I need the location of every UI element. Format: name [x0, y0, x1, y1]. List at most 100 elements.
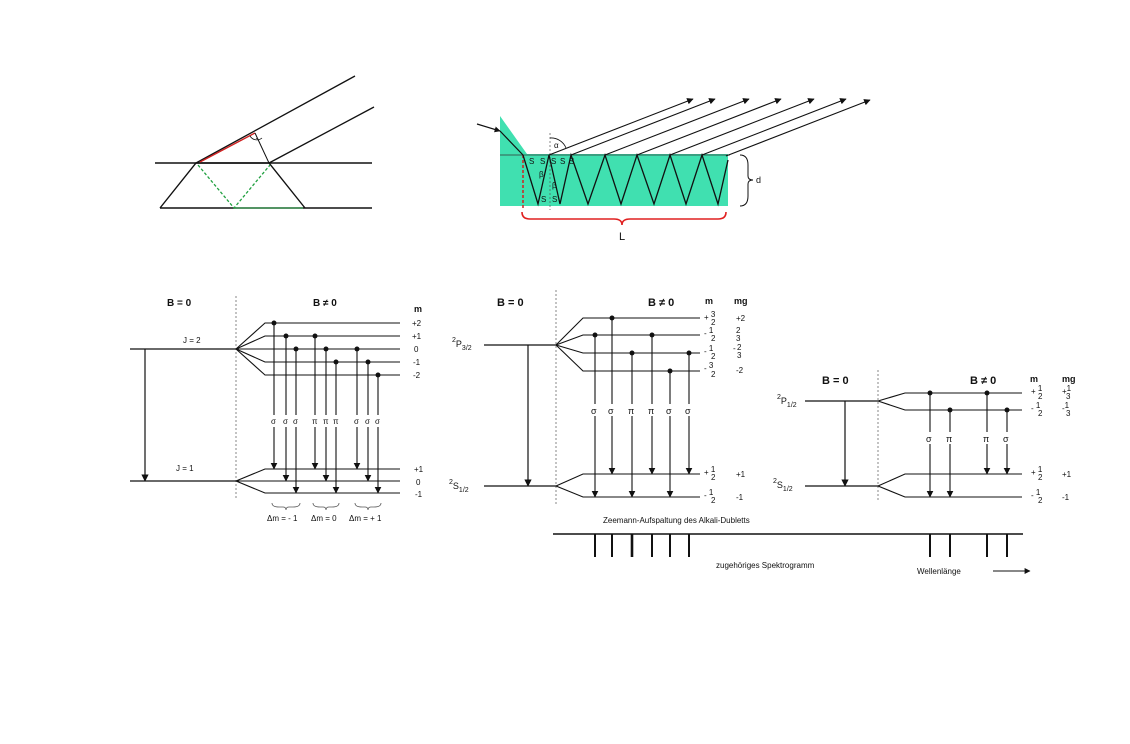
length-label: L	[619, 231, 625, 243]
header-b1: B ≠ 0	[313, 298, 337, 309]
m-header: m	[705, 296, 713, 306]
m-label: -1	[413, 358, 421, 367]
wavelength-label: Wellenlänge	[917, 567, 961, 576]
svg-text:+2: +2	[736, 314, 746, 323]
group-braces	[271, 502, 382, 511]
spectral-lines	[594, 534, 1008, 557]
group-label: Δm = + 1	[349, 514, 382, 523]
group-label: Δm = 0	[311, 514, 337, 523]
header-b1: B ≠ 0	[970, 375, 996, 387]
svg-text:- 1: - 1	[704, 488, 714, 500]
svg-text:2: 2	[711, 370, 716, 379]
m-label: +1	[414, 465, 424, 474]
group-label: Δm = - 1	[267, 514, 298, 523]
spectrum-caption: zugehöriges Spektrogramm	[716, 561, 815, 570]
header-b0: B = 0	[497, 297, 524, 309]
s-label: S	[560, 157, 565, 166]
right-angle-arc	[249, 135, 263, 141]
length-bracket	[521, 211, 727, 226]
term-label: 2S1/2	[773, 478, 793, 493]
svg-text:3: 3	[736, 334, 741, 343]
transition-label: σ	[608, 406, 614, 416]
svg-text:+ 1: + 1	[704, 465, 716, 477]
m-header: m	[414, 304, 422, 314]
svg-text:+ 1: + 1	[1031, 384, 1043, 396]
thickness-label: d	[756, 175, 761, 185]
prism-diagram: ·	[155, 75, 375, 210]
m-label: -2	[413, 371, 421, 380]
svg-text:2: 2	[711, 318, 716, 327]
s-label: S	[552, 195, 557, 204]
output-ray	[570, 98, 716, 156]
svg-text:-1: -1	[736, 493, 744, 502]
term-label: 2P3/2	[452, 337, 472, 352]
upper-split	[555, 317, 700, 372]
waveguide-diagram: α β β S S S S S S S d L	[476, 98, 871, 243]
transition-label: σ	[926, 434, 932, 444]
output-ray	[701, 98, 847, 156]
incident-ray-2	[268, 106, 375, 164]
term-label: 2P1/2	[777, 394, 797, 409]
m-label: +2	[412, 319, 422, 328]
svg-text:3: 3	[737, 351, 742, 360]
svg-text:- 3: - 3	[704, 361, 714, 373]
svg-text:2: 2	[1038, 409, 1043, 418]
svg-text:2: 2	[711, 473, 716, 482]
transition-label: π	[946, 434, 952, 444]
m-header: m	[1030, 374, 1038, 384]
green-path	[197, 164, 271, 210]
zigzag-path	[522, 152, 729, 207]
svg-text:-1: -1	[1062, 401, 1070, 413]
transition-dots	[271, 320, 381, 378]
transition-label: σ	[293, 417, 298, 426]
transition-label: σ	[271, 417, 276, 426]
input-ray-inner	[499, 130, 524, 156]
svg-text:2: 2	[711, 496, 716, 505]
alpha-arc	[549, 137, 567, 149]
m-label: +1	[412, 332, 422, 341]
transition-label: σ	[1003, 434, 1009, 444]
svg-text:- 1: - 1	[704, 326, 714, 338]
prism-outline	[159, 162, 306, 209]
m-values: + 1 2 +1 3 - 1 2 -1 3 + 1 2 +1 - 1 2 -1	[1031, 384, 1072, 505]
mg-header: mg	[1062, 374, 1076, 384]
m-label: -1	[415, 490, 423, 499]
s-label: S	[551, 157, 556, 166]
output-ray	[548, 98, 694, 156]
mg-header: mg	[734, 296, 748, 306]
transition-label: π	[628, 406, 634, 416]
svg-text:+1: +1	[736, 470, 746, 479]
svg-text:2: 2	[736, 326, 741, 335]
svg-text:2: 2	[711, 352, 716, 361]
transition-arrows	[926, 393, 1011, 498]
spectrum-title: Zeemann-Aufspaltung des Alkali-Dubletts	[603, 516, 750, 525]
term-label: 2S1/2	[449, 479, 469, 494]
lower-split	[235, 468, 400, 494]
output-rays	[548, 98, 871, 157]
svg-text:2: 2	[711, 334, 716, 343]
header-b0: B = 0	[167, 298, 192, 309]
m-label: 0	[416, 478, 421, 487]
transition-label: σ	[666, 406, 672, 416]
zeeman-p12-diagram: B = 0 B ≠ 0 m mg 2P1/2 2S1/2 + 1 2 +1 3 …	[773, 370, 1076, 505]
beta-label: β	[539, 170, 544, 179]
svg-text:2: 2	[1038, 496, 1043, 505]
j-upper-label: J = 2	[183, 336, 201, 345]
s-label: S	[529, 157, 534, 166]
right-angle-mark: ·	[255, 134, 258, 143]
output-ray	[604, 98, 750, 156]
svg-text:-: -	[733, 344, 736, 353]
m-values: + 3 2 +2 - 1 2 2 3 - 1 2 - 2 3 - 3 2 -2 …	[704, 310, 746, 505]
upper-split	[877, 392, 1022, 411]
svg-text:+1: +1	[1062, 384, 1072, 396]
svg-text:- 1: - 1	[1031, 401, 1041, 413]
s-label: S	[541, 195, 546, 204]
transition-labels: σ σ σ π π π σ σ σ	[269, 415, 383, 427]
svg-text:- 1: - 1	[704, 344, 714, 356]
svg-text:+ 3: + 3	[704, 310, 716, 322]
zeeman-simple-diagram: B = 0 B ≠ 0 m J = 2 J = 1 +2 +1 0 -1 -2 …	[130, 296, 424, 523]
thickness-brace	[739, 154, 754, 207]
svg-text:3: 3	[1066, 392, 1071, 401]
waveguide-slab	[500, 154, 728, 206]
